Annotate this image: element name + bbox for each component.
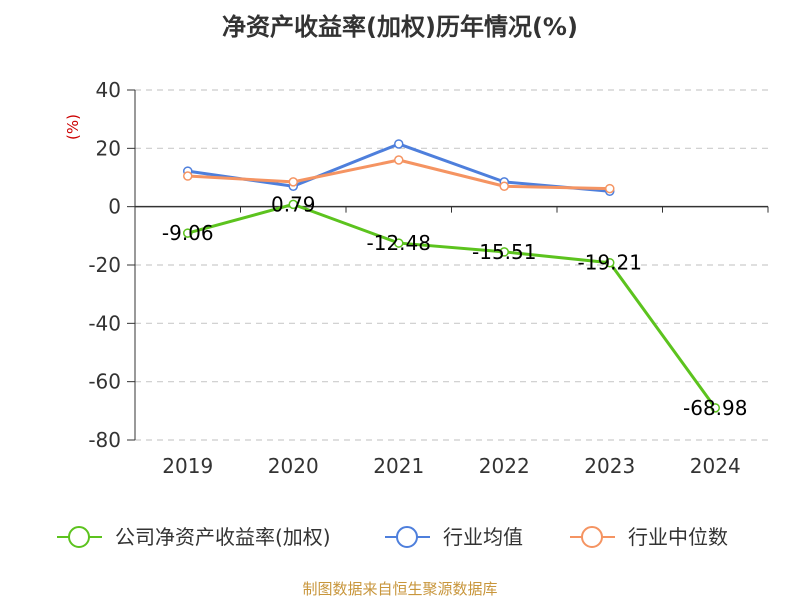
x-tick-label: 2022 [479,454,530,478]
y-tick-label: -80 [88,428,121,452]
legend-marker [68,526,90,548]
x-tick-label: 2023 [584,454,635,478]
data-label: -9.06 [162,221,214,245]
data-point [499,247,509,257]
data-point [710,403,720,413]
data-label: -12.48 [367,231,431,255]
y-tick-label: -40 [88,311,121,335]
source-note: 制图数据来自恒生聚源数据库 [302,580,497,598]
x-tick-label: 2020 [268,454,319,478]
x-tick-label: 2021 [373,454,424,478]
y-tick-label: -60 [88,370,121,394]
series-line [187,142,610,193]
data-point [605,183,615,194]
legend: 公司净资产收益率(加权) 行业均值 行业中位数 [57,525,728,549]
data-label: -19.21 [578,251,642,275]
data-label: 0.79 [271,192,316,216]
chart-title: 净资产收益率(加权)历年情况(%) [222,13,578,41]
data-point [394,139,404,149]
legend-marker [396,526,418,548]
data-point [605,257,615,268]
data-point [183,171,193,181]
data-point [288,177,298,187]
legend-label: 行业均值 [443,525,523,549]
legend-marker [581,526,603,548]
axes: 40 20 0 -20 -40 -60 -80 2019 2020 2021 2022 2023 202… [88,78,769,478]
legend-label: 行业中位数 [628,525,728,549]
data-point [394,155,404,165]
data-point [499,181,509,191]
data-labels: -9.06 0.79 -12.48 -15.51 -19.21 -68.98 [162,192,748,419]
y-tick-label: 20 [96,136,121,160]
y-tick-label: 0 [108,195,121,219]
x-tick-label: 2024 [690,454,741,478]
series-line [187,202,717,409]
y-tick-label: 40 [96,78,121,102]
data-label: -15.51 [472,240,536,264]
y-axis-unit: (%) [64,114,82,140]
series-layer [183,139,720,413]
y-tick-label: -20 [88,253,121,277]
data-point [183,228,193,238]
data-label: -68.98 [683,396,747,420]
data-point [288,199,298,210]
data-point [394,238,404,248]
x-tick-label: 2019 [162,454,213,478]
legend-label: 公司净资产收益率(加权) [115,525,331,549]
grid [135,89,768,441]
